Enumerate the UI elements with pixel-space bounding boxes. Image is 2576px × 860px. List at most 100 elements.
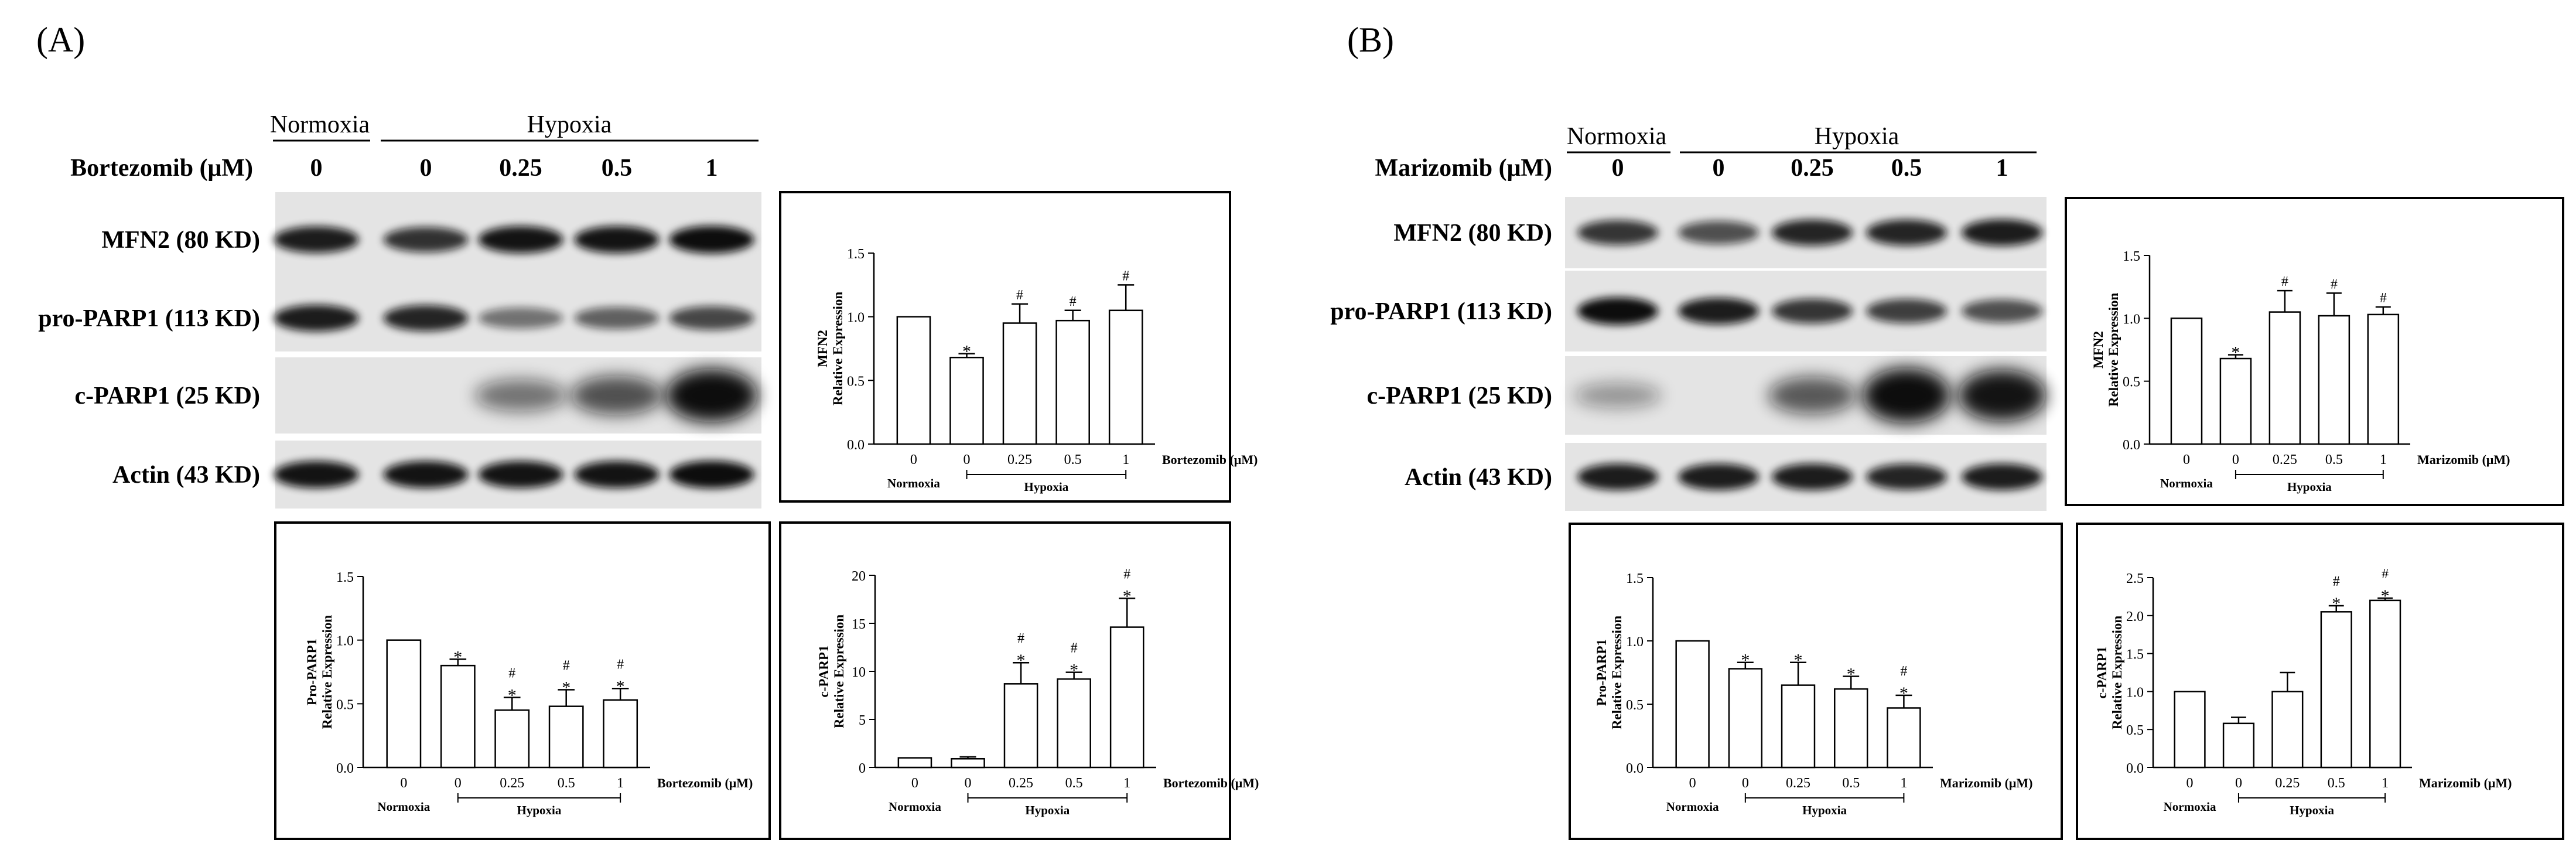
dose-label: 0 [1612, 155, 1624, 182]
significance-hash: # [1070, 294, 1077, 309]
significance-hash: # [2331, 277, 2338, 292]
bar [1057, 678, 1091, 769]
x-tick-label: 0 [2232, 452, 2239, 467]
y-tick-label: 1.0 [2126, 685, 2144, 700]
y-axis-label: Pro-PARP1 [305, 639, 319, 705]
x-tick-label: 0.5 [1065, 776, 1083, 791]
group-hypoxia-label: Hypoxia [527, 111, 612, 138]
significance-hash: # [1900, 664, 1907, 679]
bar [1109, 626, 1144, 769]
bar [603, 699, 638, 769]
hypoxia-group-label: Hypoxia [517, 803, 562, 817]
bar-chart-3: 0 5 10 15 20 c-PARP1 Relative Expression 0 0 * #0.… [779, 521, 1259, 840]
significance-star: * [1794, 651, 1803, 670]
blot-band [669, 306, 754, 330]
x-tick-label: 1 [2380, 452, 2387, 467]
y-axis-label: c-PARP1 [816, 646, 831, 698]
significance-star: * [1123, 586, 1132, 606]
blot-band [274, 305, 359, 332]
y-axis-label: MFN2 [815, 330, 830, 367]
x-tick-label: 0 [2183, 452, 2190, 467]
hypoxia-group-label: Hypoxia [1025, 803, 1070, 817]
normoxia-group-label: Normoxia [889, 800, 941, 814]
significance-hash: # [1123, 566, 1130, 582]
normoxia-group-label: Normoxia [1666, 800, 1719, 814]
hypoxia-group-label: Hypoxia [1802, 803, 1847, 817]
blot-band [274, 460, 359, 489]
significance-star: * [1741, 651, 1750, 670]
y-tick-label: 1.0 [2123, 312, 2140, 327]
significance-star: * [1070, 661, 1078, 680]
y-tick-label: 0 [859, 761, 866, 776]
chart-frame [274, 521, 771, 840]
blot-label: Actin (43 KD) [112, 462, 260, 489]
significance-hash: # [2281, 274, 2288, 289]
bar [951, 757, 985, 769]
x-axis-label: Marizomib (μM) [2417, 452, 2510, 467]
blot-row: MFN2 (80 KD) [101, 192, 761, 287]
panel-b: (B) Normoxia Hypoxia Marizomib (μM) 0 0 0.25 0.… [1330, 21, 2047, 511]
x-tick-label: 0 [1689, 776, 1696, 791]
y-tick-label: 0.5 [2126, 723, 2144, 738]
bar-chart-5: 0.0 0.5 1.0 1.5 Pro-PARP1 Relative Expression… [1569, 523, 2063, 840]
blot-band [478, 307, 563, 329]
x-tick-label: 0 [963, 452, 970, 467]
bar [386, 639, 422, 769]
blot-band [1962, 463, 2042, 490]
y-tick-label: 1.5 [336, 570, 354, 585]
y-tick-label: 0.0 [847, 438, 865, 453]
y-tick-label: 1.5 [2126, 647, 2144, 663]
y-tick-label: 1.5 [2123, 249, 2140, 264]
x-axis-label: Bortezomib (μM) [657, 776, 753, 790]
bar [897, 757, 932, 769]
blot-band [669, 460, 754, 489]
blot-band [1863, 368, 1950, 423]
x-tick-label: 0.5 [1064, 452, 1082, 467]
x-tick-label: 0.25 [2273, 452, 2297, 467]
bar [1781, 684, 1816, 769]
blot-band [574, 226, 660, 254]
blot-band [1866, 299, 1947, 323]
hypoxia-group-label: Hypoxia [1024, 480, 1068, 494]
significance-hash: # [1122, 268, 1129, 284]
chart-frame [1569, 523, 2063, 840]
bar-chart-2: 0.0 0.5 1.0 1.5 Pro-PARP1 Relative Expression… [274, 521, 771, 840]
y-tick-label: 0.5 [336, 697, 354, 712]
significance-hash: # [1016, 288, 1023, 303]
significance-star: * [453, 647, 462, 667]
x-axis-label: Marizomib (μM) [1940, 776, 2032, 790]
dose-label: 0.5 [1891, 155, 1922, 182]
y-tick-label: 2.0 [2126, 609, 2144, 624]
significance-star: * [2231, 343, 2240, 363]
y-tick-label: 5 [859, 713, 866, 728]
x-tick-label: 1 [617, 776, 624, 791]
bar [2367, 313, 2400, 445]
bar [1833, 688, 1868, 769]
y-tick-label: 0.0 [1626, 761, 1644, 776]
x-tick-label: 0 [455, 776, 462, 791]
blot-label: MFN2 (80 KD) [1393, 220, 1552, 247]
x-axis-label: Marizomib (μM) [2419, 776, 2512, 790]
significance-star: * [1899, 684, 1908, 703]
significance-hash: # [1071, 641, 1078, 656]
bar [2369, 599, 2401, 769]
bar [1055, 319, 1090, 445]
bar [1108, 309, 1143, 445]
blot-band [1772, 219, 1853, 246]
blot-band [1866, 219, 1947, 246]
dose-label: 0 [310, 155, 323, 182]
chart-frame [779, 521, 1231, 840]
blot-row: pro-PARP1 (113 KD) [1330, 271, 2047, 351]
x-tick-label: 0.5 [1842, 776, 1860, 791]
panel-label: (A) [36, 21, 85, 59]
blot-row: MFN2 (80 KD) [1393, 197, 2047, 268]
y-axis-label: MFN2 [2091, 331, 2106, 368]
bar [1002, 322, 1037, 445]
significance-hash: # [563, 658, 570, 673]
y-axis-label: Relative Expression [2106, 293, 2121, 407]
blot-label: c-PARP1 (25 KD) [75, 383, 260, 409]
y-tick-label: 1.0 [847, 310, 865, 326]
significance-star: * [2381, 586, 2390, 606]
x-tick-label: 0.25 [2275, 776, 2300, 791]
x-tick-label: 1 [1123, 776, 1130, 791]
